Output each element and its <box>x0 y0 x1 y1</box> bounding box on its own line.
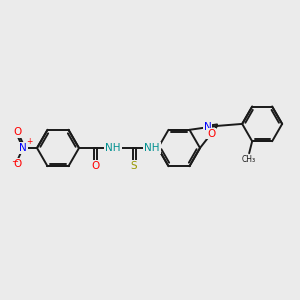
Text: −: − <box>11 157 18 166</box>
Text: O: O <box>14 127 22 137</box>
Text: O: O <box>14 159 22 169</box>
Text: NH: NH <box>105 143 121 153</box>
Text: O: O <box>91 161 99 171</box>
Text: CH₃: CH₃ <box>242 155 256 164</box>
Text: O: O <box>207 129 215 139</box>
Text: +: + <box>26 137 33 146</box>
Text: N: N <box>204 122 212 132</box>
Text: NH: NH <box>144 143 160 153</box>
Text: N: N <box>19 143 27 153</box>
Text: S: S <box>131 161 137 171</box>
